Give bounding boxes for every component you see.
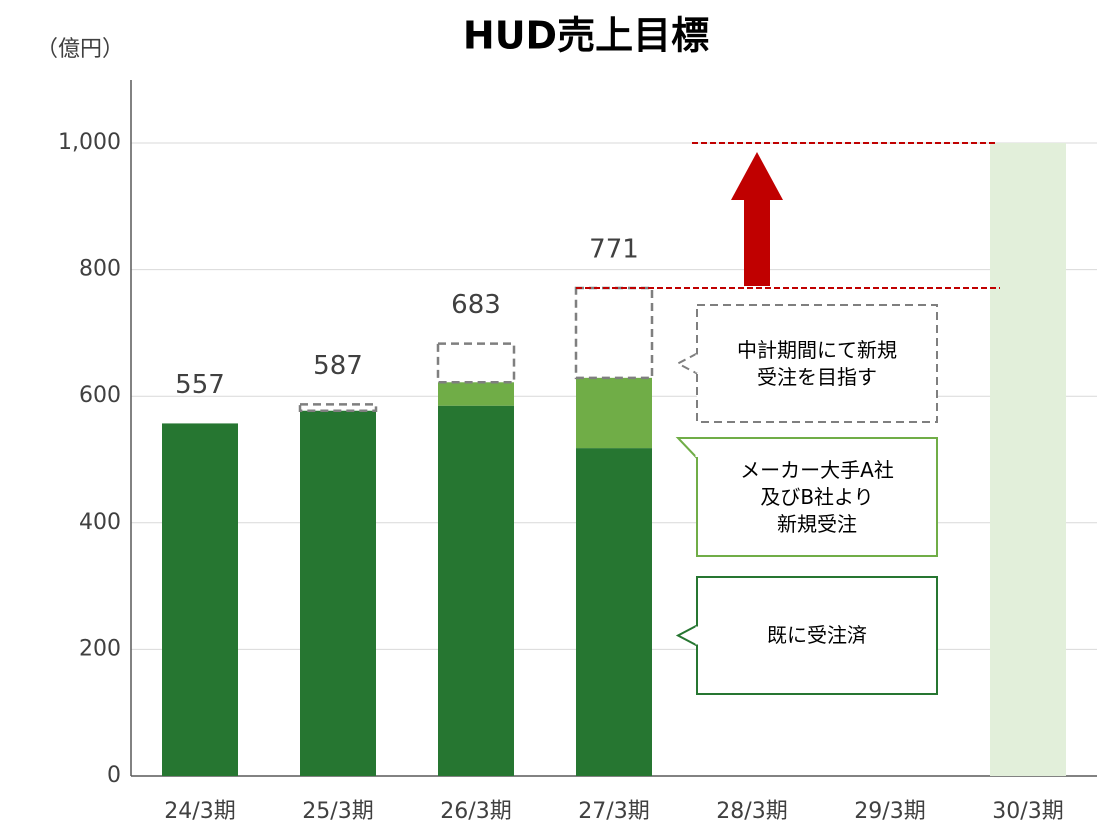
y-tick-label: 0 — [107, 763, 121, 788]
callout-pointer — [675, 437, 698, 459]
bar-segment — [576, 377, 652, 449]
y-tick-label: 800 — [79, 257, 121, 282]
x-tick-label: 27/3期 — [578, 799, 649, 824]
bar-segment — [436, 342, 516, 384]
bar-segment — [576, 448, 652, 776]
total-label: 587 — [313, 351, 363, 381]
callout-text: 中計期間にて新規 受注を目指す — [737, 337, 897, 389]
x-tick-label: 28/3期 — [716, 799, 787, 824]
bar-segment — [438, 405, 514, 776]
bar-segment — [574, 286, 654, 380]
chart-title: HUD売上目標 — [463, 14, 709, 58]
total-label: 771 — [589, 234, 639, 264]
callout-box — [696, 437, 938, 557]
bar-segment — [300, 410, 376, 776]
bar-segment — [298, 403, 378, 413]
callout-text: 既に受注済 — [767, 623, 867, 647]
y-tick-label: 400 — [79, 510, 121, 535]
bar-segment — [438, 382, 514, 406]
x-tick-label: 30/3期 — [992, 799, 1063, 824]
total-label: 557 — [175, 370, 225, 400]
arrow — [731, 152, 783, 286]
bar-segment — [990, 143, 1066, 776]
x-tick-label: 29/3期 — [854, 799, 925, 824]
y-tick-label: 200 — [79, 636, 121, 661]
callout-text: メーカー大手A社 及びB社より 新規受注 — [740, 457, 894, 536]
x-tick-label: 26/3期 — [440, 799, 511, 824]
callout-pointer — [675, 624, 698, 647]
y-tick-label: 600 — [79, 383, 121, 408]
total-label: 683 — [451, 290, 501, 320]
y-tick-label: 1,000 — [58, 130, 121, 155]
callout-pointer — [675, 352, 698, 375]
x-tick-label: 25/3期 — [302, 799, 373, 824]
x-tick-label: 24/3期 — [164, 799, 235, 824]
bar-segment — [162, 423, 238, 776]
y-unit: （億円） — [36, 37, 124, 62]
